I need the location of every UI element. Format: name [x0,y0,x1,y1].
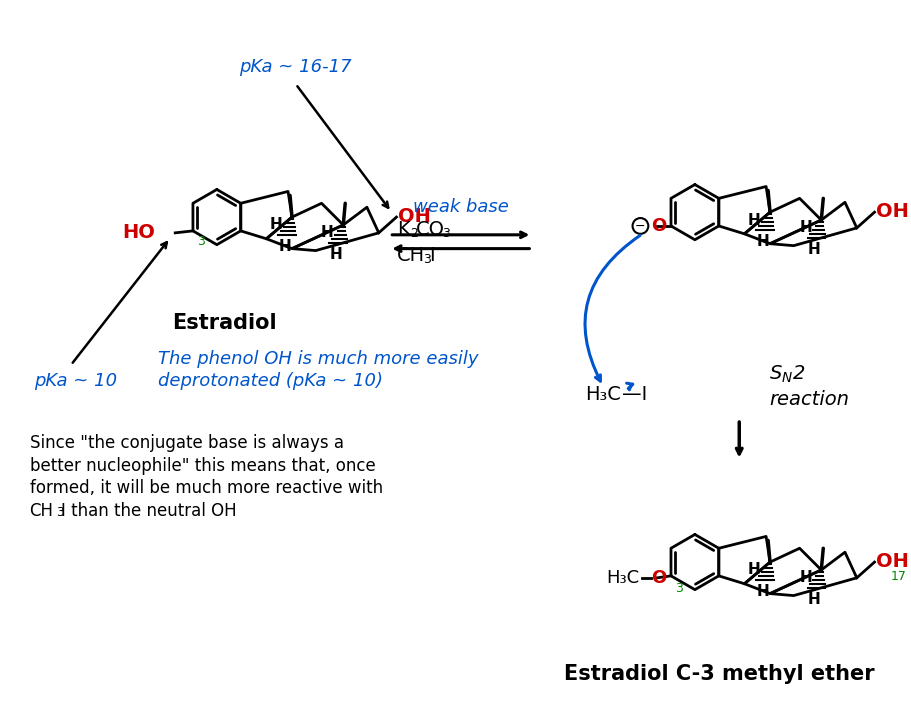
Text: H: H [747,562,760,577]
Text: CH: CH [397,246,425,265]
Text: 3: 3 [423,253,430,266]
Text: CO: CO [415,220,445,239]
Text: weak base: weak base [413,198,508,216]
Text: H: H [747,212,760,228]
Text: OH: OH [398,207,431,225]
Text: H: H [756,584,769,599]
Text: O: O [650,569,666,587]
Text: HO: HO [122,223,155,243]
Text: pKa ~ 16-17: pKa ~ 16-17 [239,58,352,76]
Text: Estradiol: Estradiol [172,312,277,333]
Text: H: H [807,242,820,257]
Text: H: H [270,217,282,233]
Text: reaction: reaction [768,390,848,409]
Text: formed, it will be much more reactive with: formed, it will be much more reactive wi… [29,480,383,498]
Text: 3: 3 [674,582,682,595]
Text: 3: 3 [56,506,64,519]
Text: better nucleophile" this means that, once: better nucleophile" this means that, onc… [29,456,375,474]
Text: H: H [330,247,343,261]
Text: deprotonated (pKa ~ 10): deprotonated (pKa ~ 10) [158,372,383,390]
Text: 17: 17 [889,570,906,583]
Text: H₃C: H₃C [606,569,639,587]
Text: OH: OH [875,552,908,570]
Text: O: O [650,217,666,235]
Text: —I: —I [621,385,647,404]
Text: H: H [807,592,820,607]
Text: H₃C: H₃C [585,385,620,404]
Text: I than the neutral OH: I than the neutral OH [61,502,237,520]
Text: H: H [321,225,333,240]
Text: CH: CH [29,502,54,520]
Text: The phenol OH is much more easily: The phenol OH is much more easily [158,350,477,368]
Text: Estradiol C-3 methyl ether: Estradiol C-3 methyl ether [564,664,874,683]
Text: H: H [756,234,769,249]
Text: I: I [428,246,434,265]
Text: 2: 2 [410,228,417,240]
Text: 3: 3 [442,228,450,240]
Text: H: H [798,570,811,585]
Text: $S_N$2: $S_N$2 [768,364,804,385]
Text: −: − [634,220,645,233]
Text: 3: 3 [197,235,205,248]
Text: pKa ~ 10: pKa ~ 10 [35,372,118,390]
Text: K: K [397,220,409,239]
Text: Since "the conjugate base is always a: Since "the conjugate base is always a [29,434,343,452]
Text: H: H [279,239,292,253]
Text: OH: OH [875,202,908,220]
Text: H: H [798,220,811,235]
